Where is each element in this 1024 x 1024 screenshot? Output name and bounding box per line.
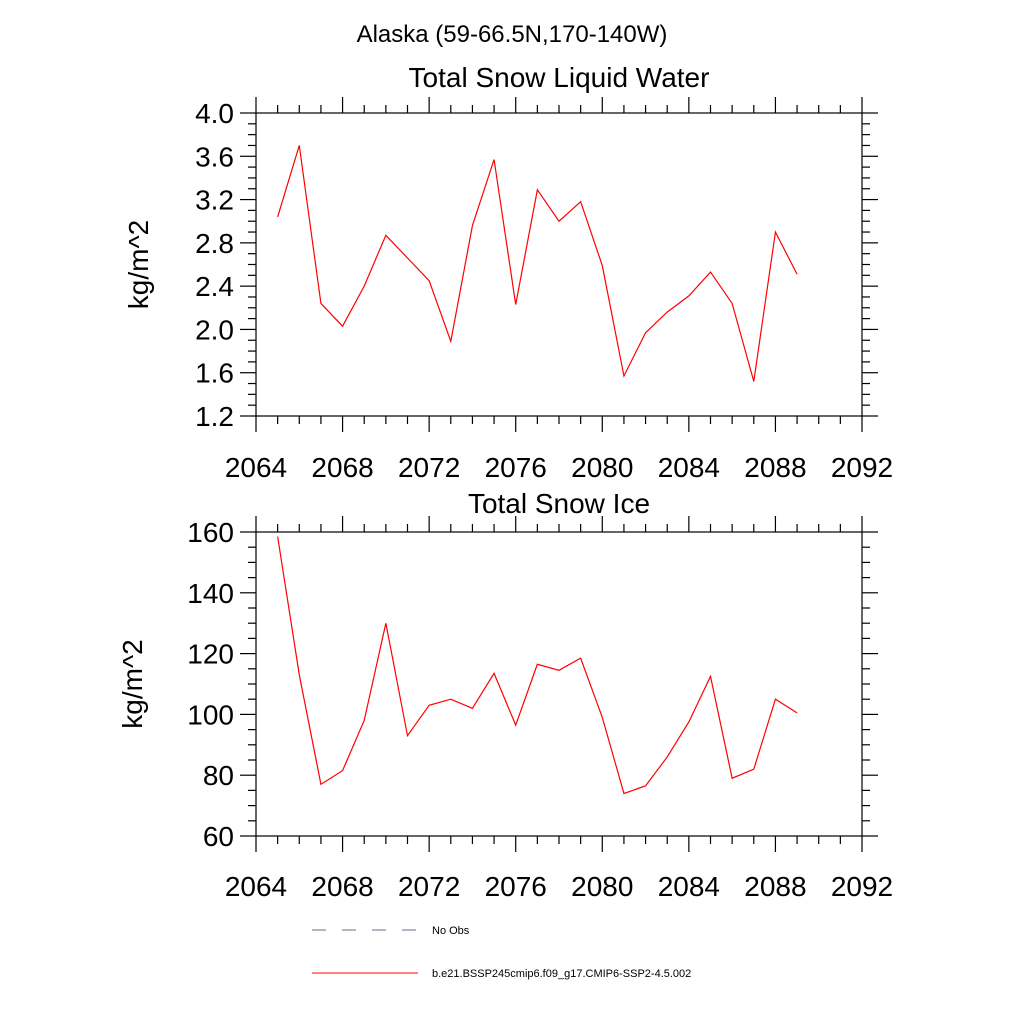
snow-ice-x-tick-label: 2092 [831,871,893,902]
snow-ice-x-tick-label: 2064 [225,871,287,902]
snow-ice-series-line [277,536,798,795]
liquid-water-x-tick-label: 2072 [398,452,460,483]
snow-ice-y-tick-label: 140 [187,578,234,609]
snow-ice-x-tick-label: 2084 [658,871,720,902]
snow-ice-plot-frame [255,531,863,837]
liquid-water-y-tick-label: 2.8 [195,228,234,259]
legend-obs-label: No Obs [432,925,470,937]
snow-ice-title: Total Snow Ice [468,488,650,519]
liquid-water-y-tick-label: 4.0 [195,98,234,129]
liquid-water-x-tick-label: 2068 [311,452,373,483]
snow-ice-x-tick-label: 2072 [398,871,460,902]
liquid-water-y-tick-label: 2.0 [195,314,234,345]
snow-ice-x-tick-label: 2088 [744,871,806,902]
liquid-water-y-tick-label: 2.4 [195,271,234,302]
liquid-water-x-tick-label: 2080 [571,452,633,483]
liquid-water-x-tick-label: 2092 [831,452,893,483]
liquid-water-x-tick-label: 2076 [485,452,547,483]
snow-ice-y-tick-label: 100 [187,699,234,730]
liquid-water-y-axis-label: kg/m^2 [123,220,154,309]
liquid-water-y-tick-label: 1.6 [195,358,234,389]
liquid-water-series-line [277,145,798,382]
liquid-water-y-tick-label: 3.6 [195,141,234,172]
snow-ice-y-tick-label: 120 [187,639,234,670]
legend: No Obs b.e21.BSSP245cmip6.f09_g17.CMIP6-… [312,925,691,980]
snow-ice-x-tick-label: 2076 [485,871,547,902]
liquid-water-y-tick-label: 3.2 [195,185,234,216]
snow-ice-y-tick-label: 160 [187,517,234,548]
panel-snow-ice: Total Snow Ice 60 80 100 120 140 160 2064 2068 20… [117,488,893,902]
liquid-water-x-tick-label: 2084 [658,452,720,483]
snow-ice-x-tick-label: 2068 [311,871,373,902]
snow-ice-y-tick-label: 60 [203,821,234,852]
legend-model-label: b.e21.BSSP245cmip6.f09_g17.CMIP6-SSP2-4.… [432,968,691,980]
panel-snow-liquid-water: Total Snow Liquid Water 1.2 1.6 2.0 2.4 2.8 3.… [123,62,893,483]
liquid-water-x-tick-label: 2064 [225,452,287,483]
liquid-water-y-tick-label: 1.2 [195,401,234,432]
snow-ice-y-tick-label: 80 [203,760,234,791]
liquid-water-title: Total Snow Liquid Water [409,62,710,93]
figure-suptitle: Alaska (59-66.5N,170-140W) [357,21,668,48]
snow-ice-x-tick-label: 2080 [571,871,633,902]
liquid-water-x-tick-label: 2088 [744,452,806,483]
snow-ice-y-axis-label: kg/m^2 [117,639,148,728]
